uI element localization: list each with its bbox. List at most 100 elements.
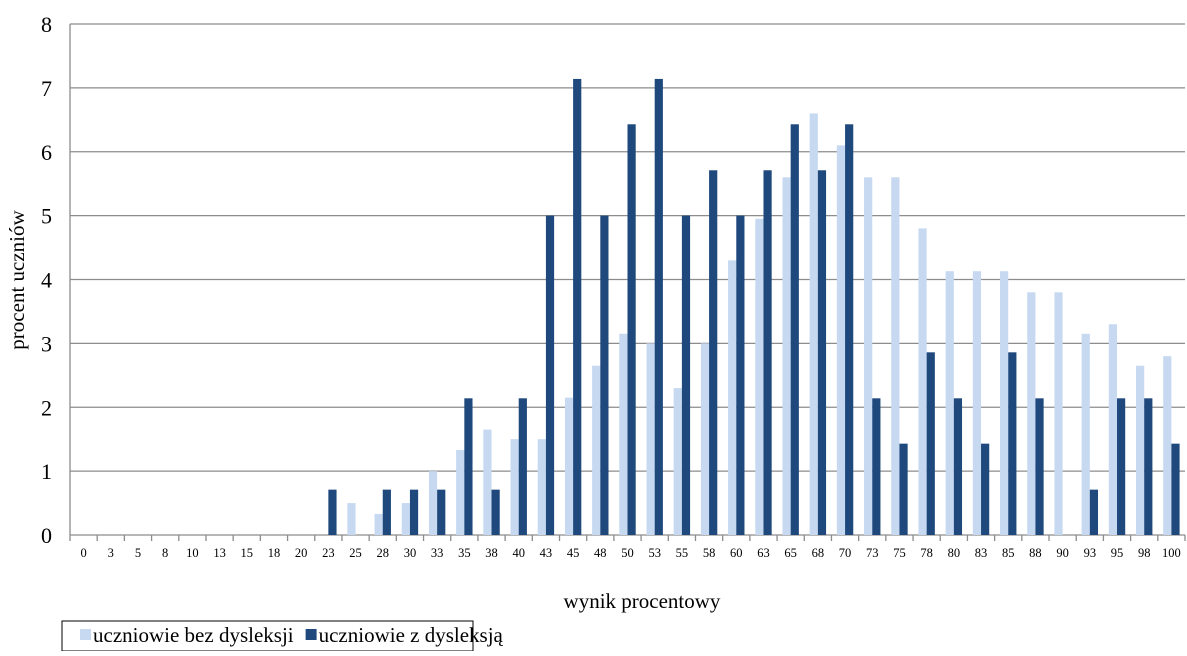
x-tick-label: 88 [1029,546,1042,560]
bar [1027,292,1036,535]
y-tick-label: 4 [41,268,52,293]
bar [945,271,954,535]
bar [510,439,519,535]
x-tick-label: 63 [757,546,770,560]
x-tick-label: 5 [135,546,141,560]
bar [1144,398,1153,535]
x-tick-label: 30 [404,546,417,560]
x-axis-label: wynik procentowy [564,589,721,613]
bar [564,397,574,535]
y-tick-label: 0 [41,523,52,548]
bar [817,170,827,535]
bar [646,343,655,535]
bar [483,429,492,535]
legend-box [61,620,474,652]
bar [864,177,873,536]
bar [790,124,799,535]
bar [673,388,682,535]
bar [845,124,854,535]
x-tick-label: 75 [893,546,906,560]
x-tick-label: 48 [594,546,607,560]
bar [681,215,691,535]
x-tick-label: 0 [80,546,86,560]
x-tick-label: 50 [621,546,634,560]
bar [518,398,527,535]
x-tick-label: 85 [1002,546,1015,560]
bar [1136,365,1145,535]
bar [1081,333,1090,535]
bar [464,398,473,535]
y-tick-label: 8 [41,12,52,37]
bar [1035,398,1044,535]
bar [763,170,772,535]
x-tick-label: 10 [186,546,199,560]
bar [374,513,383,535]
bar [428,471,438,535]
y-tick-label: 3 [41,331,52,356]
x-tick-label: 98 [1138,546,1151,560]
x-tick-label: 35 [458,546,471,560]
x-tick-label: 40 [512,546,525,560]
bar [926,352,935,535]
bar [709,170,718,535]
y-tick-label: 6 [41,140,52,165]
bar [627,124,636,535]
bar [809,113,818,536]
x-tick-label: 20 [295,546,308,560]
legend-label: uczniowie z dysleksją [319,623,504,647]
legend-swatch [80,629,91,640]
x-tick-label: 25 [349,546,362,560]
x-tick-label: 90 [1056,546,1069,560]
bar [382,489,391,535]
x-tick-label: 58 [703,546,716,560]
x-tick-label: 15 [241,546,254,560]
x-tick-label: 53 [648,546,661,560]
bar [836,145,846,536]
bar [401,503,410,535]
bar [1171,443,1180,535]
bar [981,443,990,535]
x-tick-label: 28 [376,546,389,560]
bar [545,215,555,535]
bar [972,271,982,535]
x-tick-label: 3 [108,546,114,560]
bar [437,489,446,535]
x-tick-label: 70 [839,546,852,560]
legend-label: uczniowie bez dysleksji [93,623,294,647]
x-tick-label: 18 [268,546,281,560]
bar [1163,356,1172,535]
bar [782,177,791,536]
x-tick-label: 60 [730,546,743,560]
bar [872,398,881,535]
bar [891,177,900,536]
bar [1117,398,1126,535]
bar [456,450,465,535]
x-tick-label: 8 [162,546,168,560]
bar [328,489,337,535]
bar [736,215,745,535]
bar [654,78,663,536]
x-tick-label: 38 [485,546,498,560]
x-tick-label: 100 [1162,546,1181,560]
bar [1108,324,1118,535]
x-tick-label: 23 [322,546,335,560]
x-tick-label: 95 [1111,546,1124,560]
bar [953,398,963,535]
bar [899,443,908,535]
bar [1000,271,1009,535]
bar [1008,352,1017,535]
x-tick-label: 68 [812,546,825,560]
bar [700,343,710,535]
y-tick-label: 1 [41,459,52,484]
bar [409,489,419,535]
x-tick-label: 43 [540,546,553,560]
x-tick-label: 83 [975,546,988,560]
bar [592,365,601,535]
bar [1089,489,1099,535]
bar [1054,292,1063,535]
bar [619,333,628,535]
y-axis-label: procent uczniów [5,209,29,349]
y-tick-label: 2 [41,395,52,420]
y-tick-label: 5 [41,204,52,229]
